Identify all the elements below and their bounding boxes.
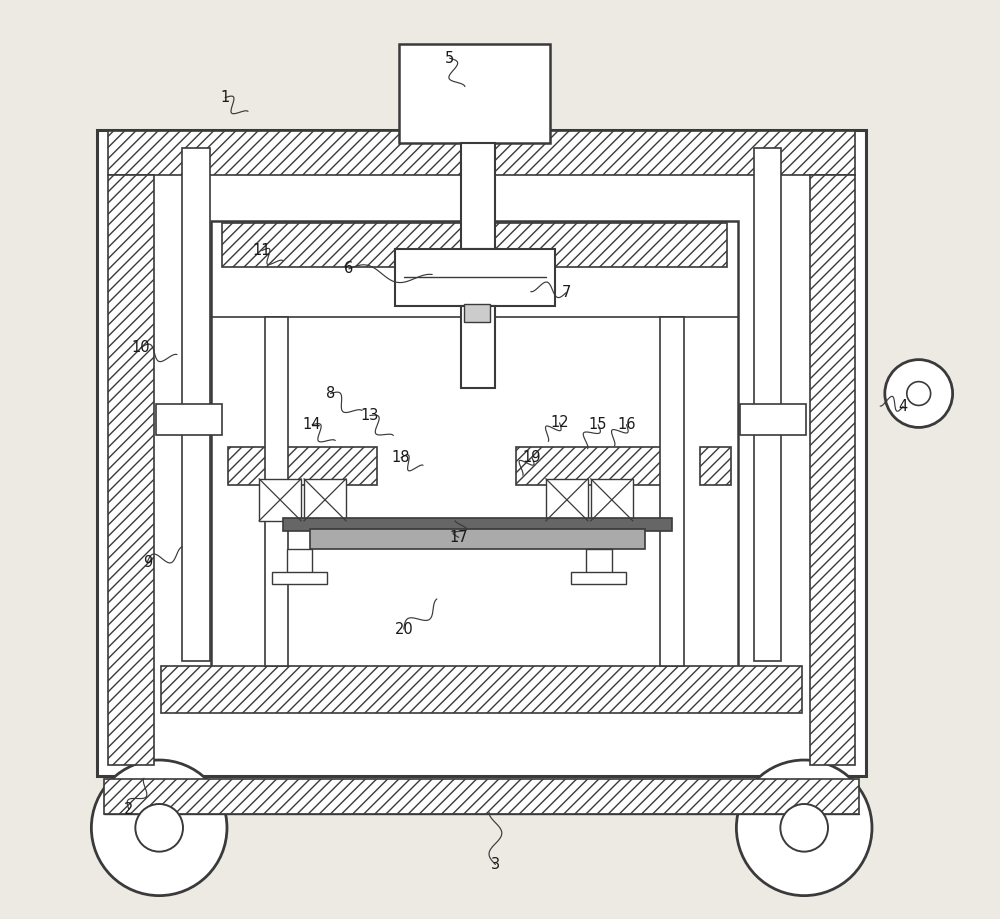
Circle shape [91,760,227,896]
Bar [571,573,626,584]
Bar [700,447,731,485]
Bar [464,304,490,322]
Bar [516,447,674,485]
Bar [546,479,588,521]
Text: 11: 11 [253,244,271,258]
Bar [591,479,633,521]
Bar [740,403,806,435]
Circle shape [780,804,828,852]
Text: 18: 18 [392,450,410,465]
Bar [161,665,802,713]
Bar [97,130,866,776]
Bar [259,479,301,521]
Text: 20: 20 [394,621,413,637]
Bar [310,529,645,550]
Text: 15: 15 [589,417,607,432]
Bar [304,479,346,521]
Bar [586,550,612,573]
Text: 2: 2 [124,802,134,817]
Bar [108,131,855,176]
Bar [399,44,550,143]
Circle shape [885,359,953,427]
Text: 9: 9 [143,555,152,570]
Text: 3: 3 [491,857,500,872]
Text: 6: 6 [344,261,353,277]
Bar [265,317,288,665]
Circle shape [736,760,872,896]
Bar [108,176,154,765]
Bar [104,779,859,814]
Text: 17: 17 [449,530,468,545]
Bar [211,221,738,675]
Bar [754,148,781,661]
Bar [810,176,855,765]
Bar [182,148,210,661]
Text: 8: 8 [326,386,335,401]
Bar [283,518,672,531]
Bar [272,573,327,584]
Text: 14: 14 [303,417,321,432]
Bar [461,306,495,388]
Bar [228,447,377,485]
Text: 1: 1 [221,90,230,105]
Text: 5: 5 [445,51,454,65]
Bar [287,550,312,573]
Text: 16: 16 [617,417,636,432]
Text: 19: 19 [523,450,541,465]
Bar [156,403,222,435]
Text: 4: 4 [899,399,908,414]
Bar [395,249,555,306]
Text: 12: 12 [550,415,569,430]
Circle shape [907,381,931,405]
Circle shape [135,804,183,852]
Bar [222,223,727,267]
Text: 13: 13 [361,408,379,423]
Bar [461,143,495,249]
Bar [660,317,684,665]
Text: 10: 10 [132,340,150,356]
Text: 7: 7 [561,285,571,301]
